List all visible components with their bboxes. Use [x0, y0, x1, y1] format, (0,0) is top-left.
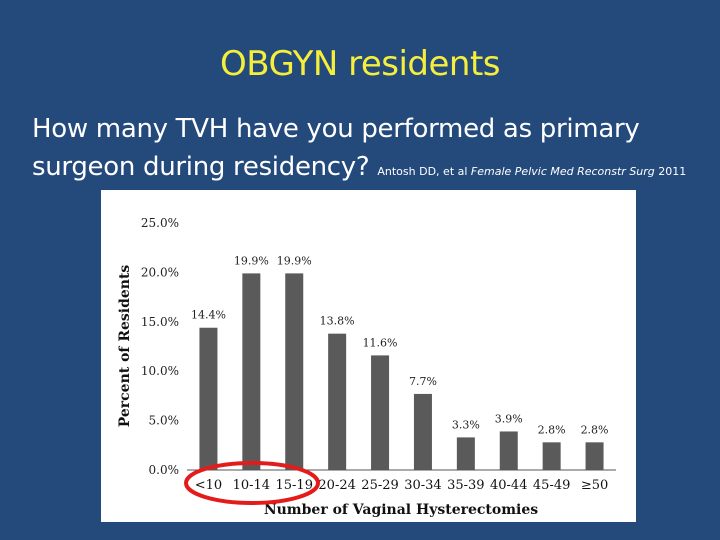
- bar: [285, 273, 304, 470]
- citation-journal: Female Pelvic Med Reconstr Surg: [470, 165, 655, 178]
- y-tick-label: 20.0%: [141, 265, 179, 279]
- bar-chart: 0.0% 5.0% 10.0% 15.0% 20.0% 25.0% 14.4% 19.9% 1…: [117, 216, 616, 518]
- chart-panel: 0.0% 5.0% 10.0% 15.0% 20.0% 25.0% 14.4% 19.9% 1…: [101, 190, 636, 522]
- bar: [328, 333, 347, 470]
- bar-value-label: 3.3%: [452, 418, 480, 431]
- citation-authors: Antosh DD, et al: [377, 165, 468, 178]
- y-tick-label: 5.0%: [149, 414, 180, 428]
- bar-value-label: 14.4%: [191, 309, 226, 322]
- bar: [585, 442, 604, 470]
- category-label: 15-19: [276, 478, 313, 493]
- bar: [242, 273, 261, 470]
- bar: [199, 327, 218, 470]
- bar: [413, 393, 432, 470]
- category-label: ≥50: [581, 478, 608, 493]
- bar-value-label: 13.8%: [320, 315, 355, 328]
- highlight-ellipse: [184, 461, 320, 505]
- slide-question: How many TVH have you performed as prima…: [32, 110, 712, 191]
- y-tick-label: 15.0%: [141, 315, 179, 329]
- y-tick-label: 0.0%: [149, 463, 180, 477]
- bar: [456, 437, 475, 470]
- bar: [371, 355, 390, 470]
- slide-title: OBGYN residents: [219, 44, 501, 84]
- citation: Antosh DD, et al Female Pelvic Med Recon…: [377, 165, 686, 178]
- bar: [542, 442, 561, 470]
- category-label: 10-14: [233, 478, 270, 493]
- bar-value-label: 19.9%: [234, 254, 269, 267]
- y-axis-label: Percent of Residents: [117, 265, 133, 428]
- bar-value-label: 2.8%: [581, 423, 609, 436]
- category-label: <10: [195, 478, 222, 493]
- x-axis-label: Number of Vaginal Hysterectomies: [264, 502, 538, 518]
- bar-value-label: 19.9%: [277, 254, 312, 267]
- category-label: 45-49: [533, 478, 570, 493]
- y-tick-label: 25.0%: [141, 216, 179, 230]
- category-label: 40-44: [490, 478, 527, 493]
- y-tick-label: 10.0%: [141, 364, 179, 378]
- category-label: 35-39: [447, 478, 484, 493]
- category-label: 25-29: [361, 478, 398, 493]
- bar-value-label: 2.8%: [538, 423, 566, 436]
- question-text: How many TVH have you performed as prima…: [32, 114, 640, 182]
- bar-value-label: 3.9%: [495, 412, 523, 425]
- bar-value-label: 11.6%: [363, 336, 398, 349]
- category-label: 20-24: [318, 478, 355, 493]
- citation-year: 2011: [658, 165, 687, 178]
- category-label: 30-34: [404, 478, 441, 493]
- bar: [499, 431, 518, 470]
- bar-value-label: 7.7%: [409, 375, 437, 388]
